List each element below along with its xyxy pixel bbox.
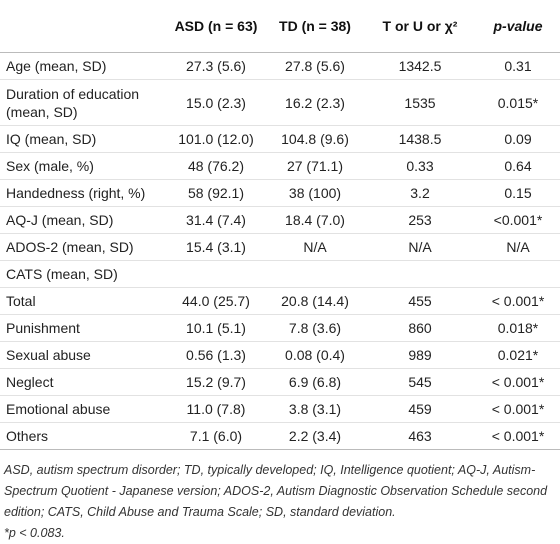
table-cell: 0.64 — [476, 152, 560, 180]
table-cell: < 0.001* — [476, 287, 560, 315]
table-cell: 1342.5 — [364, 52, 476, 80]
table-row: AQ-J (mean, SD) 31.4 (7.4) 18.4 (7.0) 253 <0… — [0, 206, 560, 234]
row-label: Handedness (right, %) — [0, 179, 166, 207]
footnote-line: ASD, autism spectrum disorder; TD, typic… — [4, 463, 548, 519]
table-cell: 58 (92.1) — [166, 179, 266, 207]
table-row: Age (mean, SD) 27.3 (5.6) 27.8 (5.6) 1342.5… — [0, 52, 560, 80]
table-cell: 459 — [364, 395, 476, 423]
header-row: ASD (n = 63) TD (n = 38) T or U or χ² p-val… — [0, 0, 560, 53]
table-cell: 7.1 (6.0) — [166, 422, 266, 450]
row-label: IQ (mean, SD) — [0, 125, 166, 153]
table-cell: 15.0 (2.3) — [166, 79, 266, 126]
table-cell: 2.2 (3.4) — [266, 422, 364, 450]
table-cell: 3.8 (3.1) — [266, 395, 364, 423]
table-cell: 15.2 (9.7) — [166, 368, 266, 396]
table-cell: 27.3 (5.6) — [166, 52, 266, 80]
row-label: Neglect — [0, 368, 166, 396]
column-header: p-value — [476, 0, 560, 53]
table-row: Others 7.1 (6.0) 2.2 (3.4) 463 < 0.001* — [0, 422, 560, 450]
table-cell: N/A — [364, 233, 476, 261]
table-cell: 1535 — [364, 79, 476, 126]
table-cell: 6.9 (6.8) — [266, 368, 364, 396]
row-label: AQ-J (mean, SD) — [0, 206, 166, 234]
table-row: ADOS-2 (mean, SD) 15.4 (3.1) N/A N/A N/A — [0, 233, 560, 261]
column-header — [0, 0, 166, 53]
table-cell: 27.8 (5.6) — [266, 52, 364, 80]
table-cell: 44.0 (25.7) — [166, 287, 266, 315]
table-cell: 455 — [364, 287, 476, 315]
table-cell: 101.0 (12.0) — [166, 125, 266, 153]
table-cell: 0.021* — [476, 341, 560, 369]
footnote: ASD, autism spectrum disorder; TD, typic… — [0, 450, 560, 544]
table-cell: <0.001* — [476, 206, 560, 234]
table-body: Age (mean, SD) 27.3 (5.6) 27.8 (5.6) 1342.5… — [0, 52, 560, 450]
table-row: Sexual abuse 0.56 (1.3) 0.08 (0.4) 989 0.021… — [0, 341, 560, 369]
table-cell: 20.8 (14.4) — [266, 287, 364, 315]
table-cell: 0.15 — [476, 179, 560, 207]
table-cell: 0.31 — [476, 52, 560, 80]
table-cell: 27 (71.1) — [266, 152, 364, 180]
footnote-line: *p < 0.083. — [4, 526, 65, 540]
table-cell: 0.018* — [476, 314, 560, 342]
table-cell: 38 (100) — [266, 179, 364, 207]
table-cell: 10.1 (5.1) — [166, 314, 266, 342]
table-cell: 545 — [364, 368, 476, 396]
table-cell: 0.33 — [364, 152, 476, 180]
table-cell: 18.4 (7.0) — [266, 206, 364, 234]
row-label: CATS (mean, SD) — [0, 260, 166, 288]
table-cell: 0.015* — [476, 79, 560, 126]
table-row: IQ (mean, SD) 101.0 (12.0) 104.8 (9.6) 1438… — [0, 125, 560, 153]
row-label: Others — [0, 422, 166, 450]
table-row: Handedness (right, %) 58 (92.1) 38 (100) 3.… — [0, 179, 560, 207]
table-cell: 16.2 (2.3) — [266, 79, 364, 126]
column-header: ASD (n = 63) — [166, 0, 266, 53]
table-cell: 0.09 — [476, 125, 560, 153]
row-label: Duration of education (mean, SD) — [0, 79, 166, 126]
row-label: ADOS-2 (mean, SD) — [0, 233, 166, 261]
table-cell: 463 — [364, 422, 476, 450]
table-cell: < 0.001* — [476, 368, 560, 396]
table-cell — [364, 260, 476, 288]
table-cell: 253 — [364, 206, 476, 234]
table-row: Neglect 15.2 (9.7) 6.9 (6.8) 545 < 0.001* — [0, 368, 560, 396]
table-cell: < 0.001* — [476, 422, 560, 450]
table-cell: 11.0 (7.8) — [166, 395, 266, 423]
table-cell: 104.8 (9.6) — [266, 125, 364, 153]
row-label: Age (mean, SD) — [0, 52, 166, 80]
table-cell — [266, 260, 364, 288]
table-cell: 3.2 — [364, 179, 476, 207]
table-cell: N/A — [476, 233, 560, 261]
table-row: Duration of education (mean, SD) 15.0 (2.… — [0, 79, 560, 126]
row-label: Punishment — [0, 314, 166, 342]
table-cell: < 0.001* — [476, 395, 560, 423]
table-row: Punishment 10.1 (5.1) 7.8 (3.6) 860 0.018* — [0, 314, 560, 342]
table-cell: 989 — [364, 341, 476, 369]
row-label: Sexual abuse — [0, 341, 166, 369]
table-cell: 48 (76.2) — [166, 152, 266, 180]
table-row: Emotional abuse 11.0 (7.8) 3.8 (3.1) 459 < 0… — [0, 395, 560, 423]
table-row: Total 44.0 (25.7) 20.8 (14.4) 455 < 0.001* — [0, 287, 560, 315]
table-cell: 860 — [364, 314, 476, 342]
table-cell: 15.4 (3.1) — [166, 233, 266, 261]
table-cell: 0.08 (0.4) — [266, 341, 364, 369]
row-label: Sex (male, %) — [0, 152, 166, 180]
column-header: TD (n = 38) — [266, 0, 364, 53]
table-cell — [166, 260, 266, 288]
table-cell: 1438.5 — [364, 125, 476, 153]
table-cell: N/A — [266, 233, 364, 261]
table-cell: 0.56 (1.3) — [166, 341, 266, 369]
column-header: T or U or χ² — [364, 0, 476, 53]
table-cell: 7.8 (3.6) — [266, 314, 364, 342]
data-table: ASD (n = 63) TD (n = 38) T or U or χ² p-val… — [0, 0, 560, 450]
table-row: Sex (male, %) 48 (76.2) 27 (71.1) 0.33 0.64 — [0, 152, 560, 180]
table-cell — [476, 260, 560, 288]
table-row: CATS (mean, SD) — [0, 260, 560, 288]
table-cell: 31.4 (7.4) — [166, 206, 266, 234]
row-label: Total — [0, 287, 166, 315]
row-label: Emotional abuse — [0, 395, 166, 423]
